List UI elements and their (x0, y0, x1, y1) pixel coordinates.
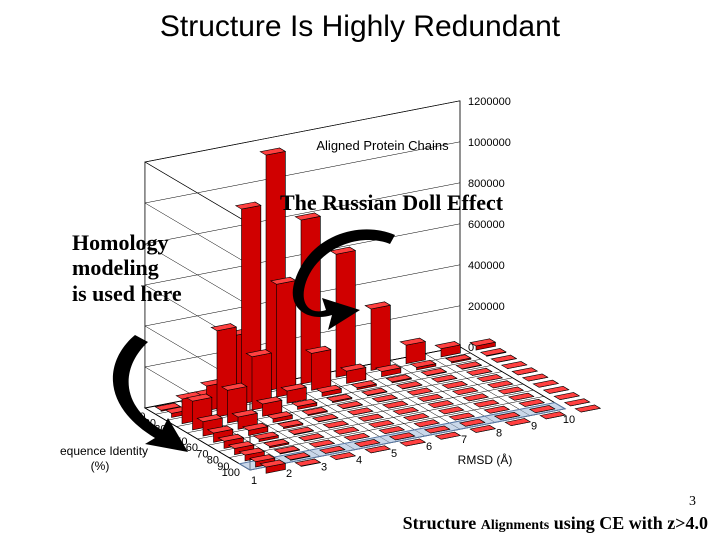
svg-text:(%): (%) (91, 459, 110, 473)
overlay-homology-l2: modeling (72, 255, 159, 280)
svg-text:Sequence Identity: Sequence Identity (60, 444, 148, 458)
overlay-homology-l3: is used here (72, 281, 182, 306)
svg-text:1200000: 1200000 (468, 96, 511, 108)
svg-text:200000: 200000 (468, 301, 505, 313)
overlay-homology-l1: Homology (72, 230, 169, 255)
svg-text:8: 8 (496, 427, 502, 439)
page-number: 3 (689, 494, 696, 510)
overlay-homology: Homology modeling is used here (72, 230, 182, 306)
slide-title: Structure Is Highly Redundant (0, 10, 720, 44)
svg-text:RMSD (Å): RMSD (Å) (458, 452, 513, 467)
svg-text:10: 10 (563, 414, 575, 426)
svg-text:7: 7 (461, 434, 467, 446)
svg-text:2: 2 (286, 468, 292, 480)
svg-text:600000: 600000 (468, 219, 505, 231)
svg-text:5: 5 (391, 448, 397, 460)
svg-text:1000000: 1000000 (468, 137, 511, 149)
caption-structure-alignments: Structure Alignments using CE with z>4.0 (403, 513, 708, 534)
caption-mid: Alignments (481, 518, 549, 533)
svg-text:6: 6 (426, 441, 432, 453)
caption-suffix: using CE with z>4.0 (549, 513, 708, 533)
svg-text:9: 9 (531, 421, 537, 433)
svg-text:400000: 400000 (468, 260, 505, 272)
svg-text:800000: 800000 (468, 178, 505, 190)
svg-text:100: 100 (222, 467, 240, 479)
svg-text:Aligned Protein Chains: Aligned Protein Chains (316, 138, 449, 153)
caption-prefix: Structure (403, 513, 481, 533)
svg-text:4: 4 (356, 455, 362, 467)
overlay-russian-doll: The Russian Doll Effect (280, 190, 503, 216)
svg-text:3: 3 (321, 461, 327, 473)
svg-text:1: 1 (251, 475, 257, 487)
